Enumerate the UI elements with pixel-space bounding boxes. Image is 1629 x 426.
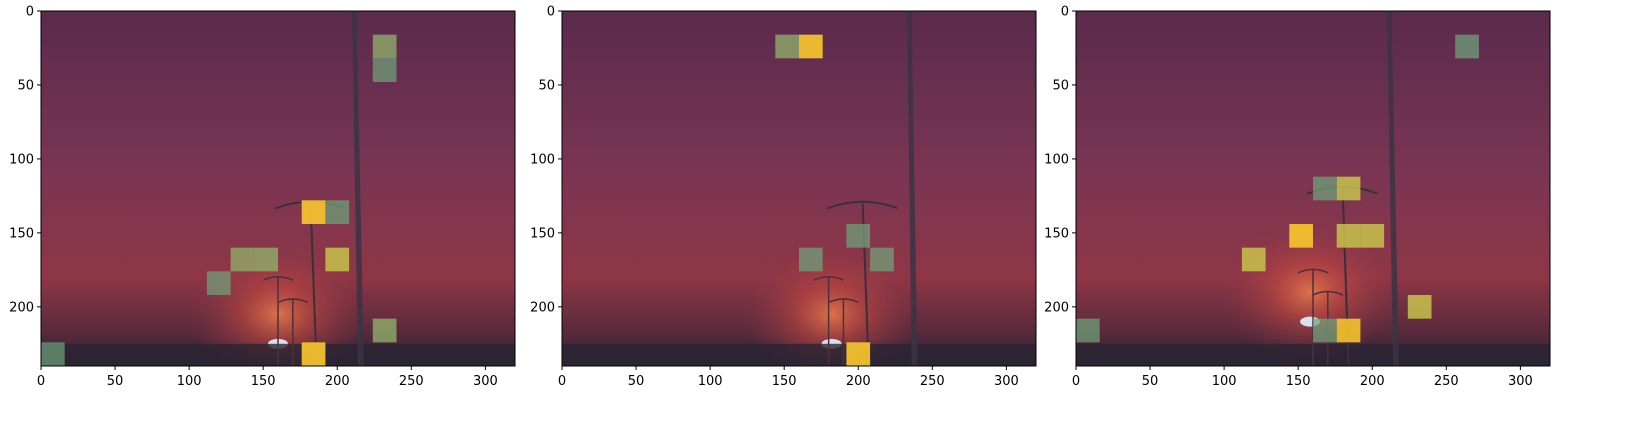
heatmap-cell bbox=[254, 247, 278, 272]
y-tick-label: 50 bbox=[17, 78, 34, 93]
background-image bbox=[562, 11, 1036, 366]
x-tick-label: 300 bbox=[473, 374, 498, 389]
y-tick-label: 100 bbox=[9, 152, 34, 167]
x-tick-label: 200 bbox=[846, 374, 871, 389]
y-tick-label: 150 bbox=[1044, 226, 1069, 241]
x-tick-label: 50 bbox=[1142, 374, 1159, 389]
x-tick-label: 50 bbox=[628, 374, 645, 389]
heatmap-cell bbox=[846, 224, 871, 248]
heatmap-cells bbox=[41, 34, 397, 366]
y-tick-label: 200 bbox=[530, 300, 555, 315]
heatmap-cell bbox=[1336, 318, 1361, 343]
panel-2: 0 50 100 150 200 250 300 0 50 100 150 200 bbox=[530, 5, 1037, 389]
x-tick-label: 100 bbox=[1212, 374, 1237, 389]
heatmap-cell bbox=[372, 318, 397, 343]
heatmap-cell bbox=[1313, 176, 1337, 201]
axes-frame bbox=[40, 10, 516, 367]
x-tick-label: 250 bbox=[399, 374, 424, 389]
heatmap-cell bbox=[799, 34, 823, 59]
heatmap-cell bbox=[372, 34, 397, 59]
heatmap-cell bbox=[1241, 247, 1266, 272]
heatmap-cell bbox=[301, 200, 326, 224]
y-tick-label: 100 bbox=[530, 152, 555, 167]
heatmap-cell bbox=[1313, 318, 1337, 343]
heatmap-cell bbox=[846, 342, 871, 366]
heatmap-cell bbox=[301, 342, 326, 366]
axes-frame bbox=[1075, 10, 1551, 367]
heatmap-cells bbox=[775, 34, 894, 366]
y-tick-label: 100 bbox=[1044, 152, 1069, 167]
x-tick-label: 300 bbox=[1508, 374, 1533, 389]
y-tick-label: 0 bbox=[1061, 5, 1069, 20]
x-tick-label: 0 bbox=[37, 374, 45, 389]
panel-1: 0 50 100 150 200 250 300 0 50 100 150 200 bbox=[9, 5, 516, 389]
heatmap-cell bbox=[775, 34, 799, 59]
heatmap-cell bbox=[325, 200, 350, 224]
axes-frame bbox=[561, 10, 1037, 367]
heatmap-cell bbox=[799, 247, 823, 272]
heatmap-cell bbox=[1336, 176, 1361, 201]
x-tick-label: 200 bbox=[1360, 374, 1385, 389]
background-image bbox=[41, 11, 515, 366]
heatmap-cell bbox=[1336, 224, 1361, 248]
heatmap-cell bbox=[1289, 224, 1313, 248]
x-tick-label: 200 bbox=[325, 374, 350, 389]
x-tick-label: 150 bbox=[1286, 374, 1311, 389]
x-tick-label: 0 bbox=[1072, 374, 1080, 389]
x-tick-label: 250 bbox=[920, 374, 945, 389]
heatmap-cell bbox=[1407, 295, 1432, 319]
y-tick-label: 0 bbox=[547, 5, 555, 20]
panel-3: 0 50 100 150 200 250 300 0 50 100 150 200 bbox=[1044, 5, 1551, 389]
heatmap-cell bbox=[372, 58, 397, 82]
y-tick-label: 150 bbox=[530, 226, 555, 241]
x-tick-label: 50 bbox=[107, 374, 124, 389]
y-tick-label: 200 bbox=[1044, 300, 1069, 315]
heatmap-cell bbox=[870, 247, 894, 272]
heatmap-cell bbox=[1360, 224, 1385, 248]
heatmap-cells bbox=[1076, 34, 1479, 343]
x-tick-label: 100 bbox=[177, 374, 202, 389]
x-tick-label: 0 bbox=[558, 374, 566, 389]
heatmap-cell bbox=[325, 247, 350, 272]
heatmap-cell bbox=[1455, 34, 1479, 59]
heatmap-cell bbox=[230, 247, 255, 272]
x-tick-label: 150 bbox=[772, 374, 797, 389]
x-tick-label: 100 bbox=[698, 374, 723, 389]
x-tick-label: 250 bbox=[1434, 374, 1459, 389]
heatmap-cell bbox=[206, 271, 231, 295]
y-tick-label: 200 bbox=[9, 300, 34, 315]
heatmap-cell bbox=[41, 342, 65, 366]
y-tick-label: 50 bbox=[538, 78, 555, 93]
x-tick-label: 300 bbox=[994, 374, 1019, 389]
y-tick-label: 150 bbox=[9, 226, 34, 241]
x-tick-label: 150 bbox=[251, 374, 276, 389]
y-tick-label: 50 bbox=[1052, 78, 1069, 93]
y-tick-label: 0 bbox=[26, 5, 34, 20]
heatmap-cell bbox=[1076, 318, 1100, 343]
